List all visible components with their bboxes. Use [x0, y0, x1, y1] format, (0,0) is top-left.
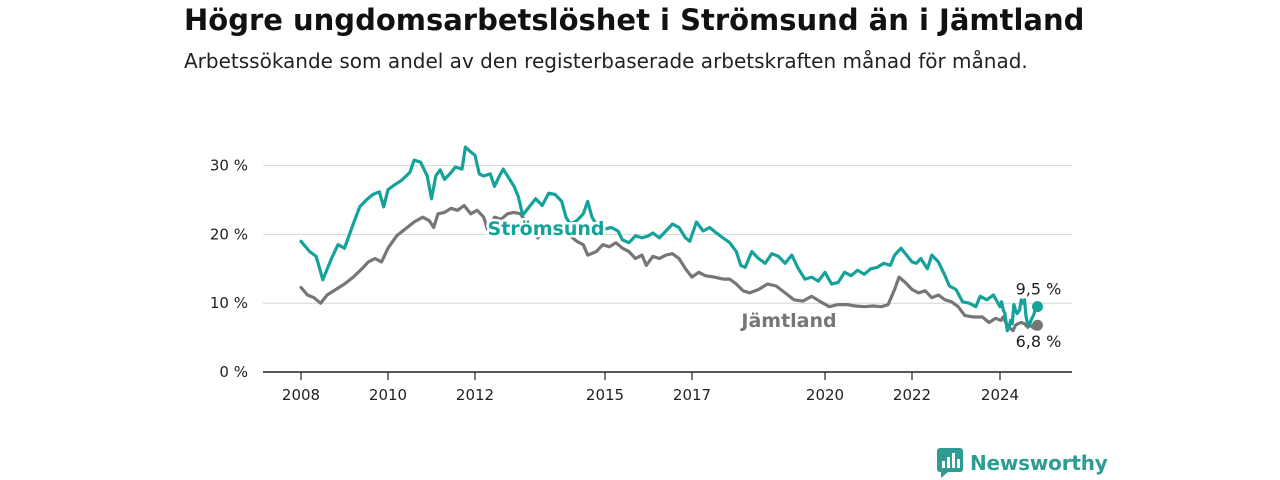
- y-tick-label: 20 %: [210, 225, 248, 243]
- y-tick-label: 0 %: [219, 363, 248, 381]
- series-label: Jämtland: [739, 310, 836, 332]
- series-end-point: [1031, 301, 1043, 313]
- series-end-point: [1031, 319, 1043, 331]
- x-tick-label: 2022: [893, 386, 931, 404]
- y-tick-label: 10 %: [210, 294, 248, 312]
- y-axis-ticks: 0 % 10 % 20 % 30 %: [210, 157, 248, 381]
- x-tick-label: 2010: [369, 386, 407, 404]
- x-tick-label: 2020: [806, 386, 844, 404]
- series-lines: [299, 145, 1040, 333]
- x-tick-label: 2012: [456, 386, 494, 404]
- series-line-strömsund: [299, 145, 1040, 333]
- series-line-jämtland: [299, 203, 1040, 333]
- page-title: Högre ungdomsarbetslöshet i Strömsund än…: [184, 3, 1085, 37]
- chart-subtitle: Arbetssökande som andel av den registerb…: [184, 49, 1028, 73]
- y-tick-label: 30 %: [210, 157, 248, 175]
- x-tick-label: 2017: [673, 386, 711, 404]
- series-end-value: 6,8 %: [1016, 332, 1062, 351]
- series-labels: Strömsund Jämtland: [485, 216, 839, 335]
- x-tick-label: 2024: [981, 386, 1019, 404]
- newsworthy-logo: Newsworthy: [937, 448, 1108, 478]
- bar-chart-icon: [937, 448, 963, 478]
- x-tick-label: 2015: [586, 386, 624, 404]
- series-end-markers: 9,5 % 6,8 %: [1016, 280, 1062, 352]
- series-end-value: 9,5 %: [1016, 280, 1062, 299]
- logo-text: Newsworthy: [970, 451, 1108, 475]
- series-label: Strömsund: [488, 218, 605, 240]
- x-tick-label: 2008: [282, 386, 320, 404]
- y-gridlines: [263, 165, 1072, 304]
- x-axis: 2008 2010 2012 2015 2017 2020 2022 2024: [263, 371, 1072, 404]
